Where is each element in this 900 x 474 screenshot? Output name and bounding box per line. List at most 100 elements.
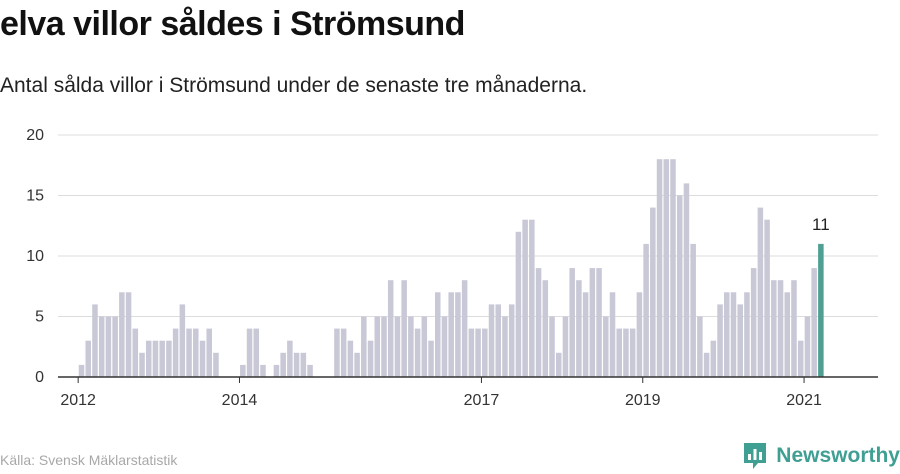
bars (78, 159, 824, 377)
bar (300, 352, 307, 377)
bar (287, 340, 293, 377)
bar (744, 292, 750, 377)
bar (428, 340, 434, 377)
bar (246, 328, 253, 377)
y-tick-label: 5 (35, 309, 44, 326)
bar (589, 268, 596, 377)
bar (542, 280, 549, 377)
bar-chart: 0 5 10 15 20 2012 2014 2017 2019 2021 11 (26, 127, 878, 409)
bar (482, 328, 488, 377)
bar (562, 316, 569, 377)
bar (253, 328, 260, 377)
bar (730, 292, 737, 377)
bar (569, 268, 575, 377)
bar (697, 316, 703, 377)
bar (596, 268, 602, 377)
bar (811, 268, 817, 377)
bar (367, 340, 374, 377)
bar (448, 292, 454, 377)
bar (771, 280, 777, 377)
bar (791, 280, 797, 377)
bar (636, 292, 643, 377)
bar (475, 328, 481, 377)
bar (502, 316, 508, 377)
bar (650, 207, 656, 377)
bar (78, 364, 85, 377)
bar (609, 292, 616, 377)
bar (112, 316, 118, 377)
bar (603, 316, 609, 377)
data-label: 11 (812, 215, 830, 234)
bar (784, 292, 791, 377)
y-tick-label: 0 (35, 369, 44, 386)
bar (361, 316, 367, 377)
chart-subtitle: Antal sålda villor i Strömsund under de … (0, 74, 588, 97)
bar (616, 328, 622, 377)
bar (434, 292, 441, 377)
bar (441, 316, 448, 377)
y-tick-label: 15 (26, 188, 44, 205)
bar (240, 364, 246, 377)
bar (172, 328, 179, 377)
bar (166, 340, 172, 377)
bar (670, 159, 676, 377)
bar (764, 219, 770, 377)
chart-title: elva villor såldes i Strömsund (0, 5, 465, 43)
bar (515, 231, 522, 377)
bar (804, 316, 811, 377)
bar (354, 352, 360, 377)
bar (193, 328, 199, 377)
newsworthy-logo-icon (744, 443, 767, 469)
bar (105, 316, 112, 377)
bar (683, 183, 690, 377)
x-tick-label: 2021 (786, 392, 822, 409)
bar (340, 328, 347, 377)
y-tick-label: 10 (26, 248, 44, 265)
bar (623, 328, 629, 377)
bar (522, 219, 528, 377)
bar (394, 316, 401, 377)
labels: 0 5 10 15 20 2012 2014 2017 2019 2021 11 (26, 127, 829, 409)
bar (777, 280, 784, 377)
bar (98, 316, 105, 377)
bar (818, 243, 824, 377)
bar (199, 340, 206, 377)
bar (555, 352, 562, 377)
bar (750, 268, 757, 377)
bar (119, 292, 125, 377)
bar (85, 340, 92, 377)
bar (139, 352, 145, 377)
bar (468, 328, 475, 377)
bar (737, 304, 743, 377)
bar (495, 304, 502, 377)
bar (549, 316, 555, 377)
bar (643, 243, 649, 377)
bar (273, 364, 280, 377)
bar (421, 316, 428, 377)
bar (717, 304, 723, 377)
bar (455, 292, 461, 377)
bar (461, 280, 468, 377)
brand-logo[interactable]: Newsworthy (742, 440, 900, 472)
bar (260, 364, 266, 377)
bar (280, 352, 286, 377)
y-tick-label: 20 (26, 127, 44, 144)
bar (206, 328, 212, 377)
bar (125, 292, 132, 377)
bar (152, 340, 159, 377)
bar (374, 316, 381, 377)
bar (334, 328, 340, 377)
bar (414, 328, 421, 377)
bar (488, 304, 495, 377)
bar (293, 352, 300, 377)
x-tick-label: 2012 (60, 392, 96, 409)
bar (663, 159, 670, 377)
bar (703, 352, 710, 377)
x-tick-label: 2014 (222, 392, 258, 409)
bar (710, 340, 717, 377)
bar (179, 304, 186, 377)
bar (576, 280, 582, 377)
bar (307, 364, 313, 377)
bar (213, 352, 219, 377)
bar (132, 328, 139, 377)
